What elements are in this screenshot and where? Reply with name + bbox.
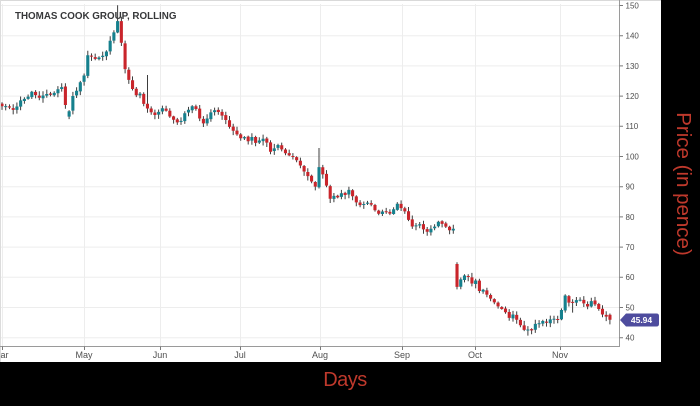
- svg-text:Jul: Jul: [234, 350, 246, 360]
- svg-text:70: 70: [626, 243, 635, 252]
- svg-text:Price (in pence): Price (in pence): [672, 112, 695, 256]
- svg-text:60: 60: [626, 273, 635, 282]
- svg-text:45.94: 45.94: [631, 315, 653, 325]
- svg-text:90: 90: [626, 183, 635, 192]
- svg-text:Nov: Nov: [552, 350, 569, 360]
- svg-text:100: 100: [626, 152, 640, 161]
- svg-text:May: May: [75, 350, 93, 360]
- svg-text:80: 80: [626, 213, 635, 222]
- svg-text:Days: Days: [323, 369, 367, 391]
- svg-text:40: 40: [626, 334, 635, 343]
- svg-text:Sep: Sep: [394, 350, 410, 360]
- svg-text:50: 50: [626, 303, 635, 312]
- svg-text:150: 150: [626, 1, 640, 10]
- svg-text:Aug: Aug: [312, 350, 328, 360]
- svg-text:Oct: Oct: [468, 350, 483, 360]
- svg-text:ar: ar: [1, 350, 9, 360]
- svg-text:140: 140: [626, 32, 640, 41]
- svg-text:120: 120: [626, 92, 640, 101]
- svg-text:130: 130: [626, 62, 640, 71]
- svg-text:THOMAS COOK GROUP, ROLLING: THOMAS COOK GROUP, ROLLING: [15, 11, 177, 22]
- svg-text:110: 110: [626, 122, 639, 131]
- svg-text:Jun: Jun: [153, 350, 168, 360]
